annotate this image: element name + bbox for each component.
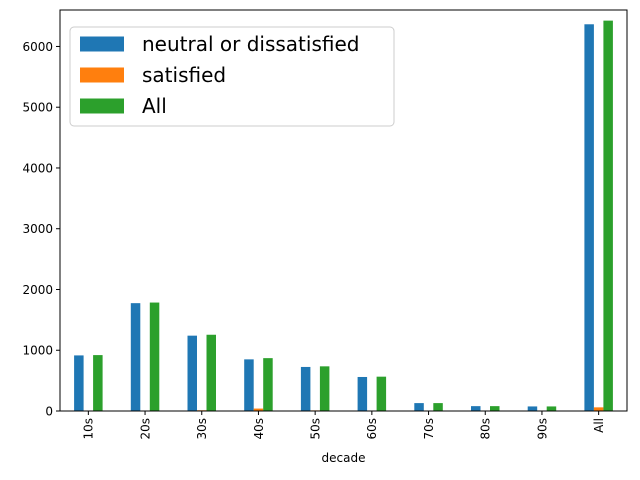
legend-label: satisfied: [142, 63, 226, 87]
x-tick-label: All: [592, 418, 606, 433]
x-tick-label: 20s: [138, 418, 152, 440]
x-axis-label: decade: [322, 451, 366, 465]
bar-80s-series-2: [490, 406, 500, 411]
legend-swatch: [80, 36, 124, 52]
x-tick-label: 80s: [479, 418, 493, 440]
bars-group: [74, 20, 613, 412]
y-tick-label: 2000: [22, 283, 53, 297]
bar-50s-series-0: [300, 366, 311, 411]
bar-20s-series-2: [149, 302, 160, 411]
legend-swatch: [80, 98, 124, 114]
x-tick-label: 30s: [195, 418, 209, 440]
x-tick-label: 10s: [82, 418, 96, 440]
y-tick-label: 3000: [22, 222, 53, 236]
x-tick-label: 60s: [365, 418, 379, 440]
bar-40s-series-1: [253, 408, 264, 411]
bar-90s-series-2: [546, 406, 557, 411]
x-tick-label: 90s: [535, 418, 549, 440]
bar-20s-series-0: [130, 303, 141, 411]
bar-60s-series-2: [376, 376, 387, 411]
bar-50s-series-2: [319, 366, 330, 411]
bar-All-series-1: [593, 407, 604, 411]
bar-All-series-2: [603, 20, 613, 411]
y-tick-label: 6000: [22, 40, 53, 54]
x-tick-label: 40s: [252, 418, 266, 440]
bar-40s-series-2: [263, 358, 273, 411]
y-tick-label: 0: [45, 404, 53, 418]
y-tick-label: 4000: [22, 161, 53, 175]
bar-10s-series-2: [93, 355, 103, 411]
y-tick-label: 1000: [22, 344, 53, 358]
legend-label: neutral or dissatisfied: [142, 32, 359, 56]
y-tick-label: 5000: [22, 101, 53, 115]
bar-80s-series-0: [471, 406, 481, 411]
bar-40s-series-0: [244, 359, 254, 411]
bar-10s-series-0: [74, 355, 84, 411]
bar-70s-series-0: [414, 403, 424, 411]
legend-swatch: [80, 67, 124, 83]
y-axis: 0 1000 2000 3000 4000 5000 6000: [22, 40, 60, 418]
legend-label: All: [142, 94, 167, 118]
bar-90s-series-0: [527, 406, 538, 411]
legend-box: [69, 26, 395, 127]
bar-70s-series-2: [433, 403, 443, 411]
bar-30s-series-0: [187, 335, 197, 411]
bar-30s-series-2: [206, 334, 216, 411]
plot-frame: [59, 9, 628, 412]
x-axis: 10s 20s 30s 40s 50s 60s 70s 80s 90s All: [82, 411, 606, 440]
legend: neutral or dissatisfied satisfied All: [69, 26, 395, 127]
bar-60s-series-0: [357, 376, 368, 411]
bar-All-series-0: [584, 24, 594, 412]
x-tick-label: 70s: [422, 418, 436, 440]
x-tick-label: 50s: [308, 418, 322, 440]
